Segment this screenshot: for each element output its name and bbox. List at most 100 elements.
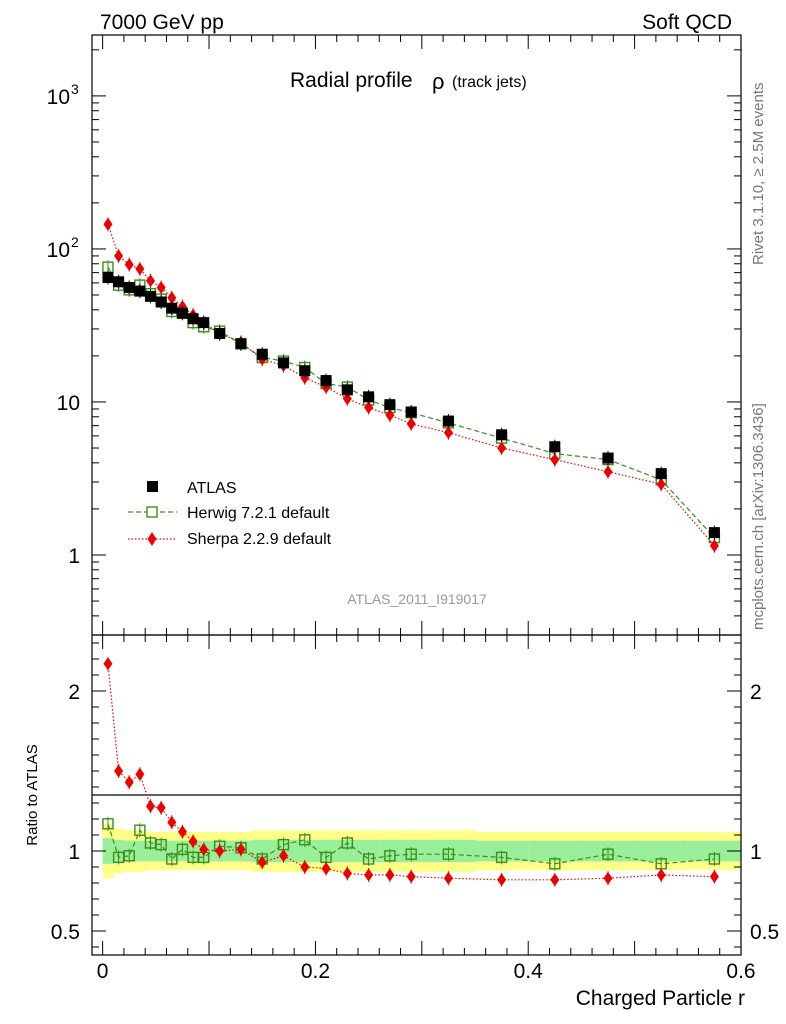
ratio-sherpa-point [188,834,198,848]
sherpa-point [550,453,560,467]
x-tick-label: 0.6 [726,960,755,983]
sherpa-point [443,426,453,440]
atlas-point [214,328,226,340]
atlas-point [496,429,508,441]
legend-herwig-label: Herwig 7.2.1 default [187,505,330,522]
sherpa-point [135,262,145,276]
sherpa-point [124,258,134,272]
atlas-point [123,281,135,293]
ratio-y-tick-label-right: 1 [750,841,762,864]
ratio-sherpa-point [406,870,416,884]
header-right: Soft QCD [642,11,732,34]
atlas-point [256,348,268,360]
atlas-point [708,527,720,539]
y-tick-label: 10 [47,239,70,262]
ratio-y-tick-label-left: 2 [68,681,80,704]
main-title-suffix: (track jets) [452,74,527,91]
ratio-herwig-point [405,848,417,860]
ratio-sherpa-series [103,656,719,887]
atlas-point [113,276,125,288]
legend-sherpa-label: Sherpa 2.2.9 default [187,531,332,548]
atlas-point [278,357,290,369]
legend: ATLAS Herwig 7.2.1 default Sherpa 2.2.9 … [128,480,332,548]
ratio-y-ticks: 0.5 0.5 1 1 2 2 [51,642,779,948]
header-left: 7000 GeV pp [100,11,224,34]
inner-band-segment [528,840,582,862]
y-tick-label: 1 [68,545,80,568]
ratio-herwig-point [341,837,354,849]
analysis-id: ATLAS_2011_I919017 [347,591,487,607]
atlas-point [134,285,146,297]
atlas-point [145,290,157,302]
sherpa-point [406,417,416,431]
ratio-herwig-point [442,848,455,860]
atlas-point [602,452,614,464]
legend-herwig-marker [146,506,158,518]
ratio-sherpa-point [135,767,145,781]
ratio-sherpa-point [257,855,267,869]
ratio-sherpa-point [385,868,395,882]
sherpa-point [603,465,613,479]
ratio-sherpa-point [199,842,209,856]
sherpa-point [709,539,719,553]
legend-sherpa-marker [147,532,157,546]
ratio-herwig-point [155,838,167,851]
sherpa-point [656,477,666,491]
main-title-symbol: ρ [432,69,445,94]
ratio-sherpa-point [167,815,177,829]
ratio-sherpa-point [103,657,113,671]
atlas-point [363,391,375,403]
y-tick-exponent: 2 [71,234,79,250]
atlas-point [176,307,188,319]
ratio-herwig-line [107,823,715,865]
sherpa-series [103,217,719,553]
ratio-herwig-point [134,824,146,836]
atlas-point [442,415,454,427]
sherpa-point [167,291,177,305]
atlas-point [102,272,114,284]
atlas-point [235,338,247,350]
ratio-sherpa-point [236,842,246,856]
atlas-point [155,296,167,308]
inner-band-segment [102,838,114,864]
atlas-point [198,317,210,329]
sherpa-point [114,249,124,263]
ratio-sherpa-point [550,873,560,887]
ratio-herwig-point [708,853,721,865]
x-tick-label: 0.4 [514,960,544,983]
ratio-x-ticks: 0 0.2 0.4 0.6 [97,635,756,983]
ratio-herwig-point [362,853,375,865]
ratio-sherpa-point [603,871,613,885]
ratio-sherpa-point [114,764,124,778]
main-title: Radial profile ρ (track jets) [290,69,527,94]
ratio-herwig-point [602,848,614,860]
atlas-point [166,302,178,314]
ratio-panel: 0.5 0.5 1 1 2 2 0 0.2 0.4 0.6 Ratio to ATLAS Cha… [24,634,779,1010]
mcplots-label: mcplots.cern.ch [arXiv:1306.3436] [750,403,767,630]
y-tick-exponent: 3 [71,81,79,97]
sherpa-point [156,280,166,294]
ratio-sherpa-point [656,868,666,882]
sherpa-point [497,441,507,455]
legend-atlas-marker [147,481,158,492]
ratio-sherpa-point [300,860,310,874]
atlas-point [384,399,396,411]
inner-band-segment [145,840,157,862]
ratio-sherpa-point [443,871,453,885]
ratio-sherpa-point [177,825,187,839]
legend-atlas-label: ATLAS [187,480,237,497]
ratio-frame [91,634,742,956]
ratio-sherpa-point [215,844,225,858]
ratio-herwig-point [166,853,178,865]
atlas-point [320,375,332,387]
ratio-y-tick-label-left: 0.5 [51,921,80,944]
herwig-series [102,260,721,545]
sherpa-point [103,217,113,231]
x-tick-label: 0.2 [301,960,330,983]
ratio-herwig-point [102,818,114,830]
ratio-herwig-point [549,858,561,870]
rivet-label: Rivet 3.1.10, ≥ 2.5M events [750,83,767,266]
